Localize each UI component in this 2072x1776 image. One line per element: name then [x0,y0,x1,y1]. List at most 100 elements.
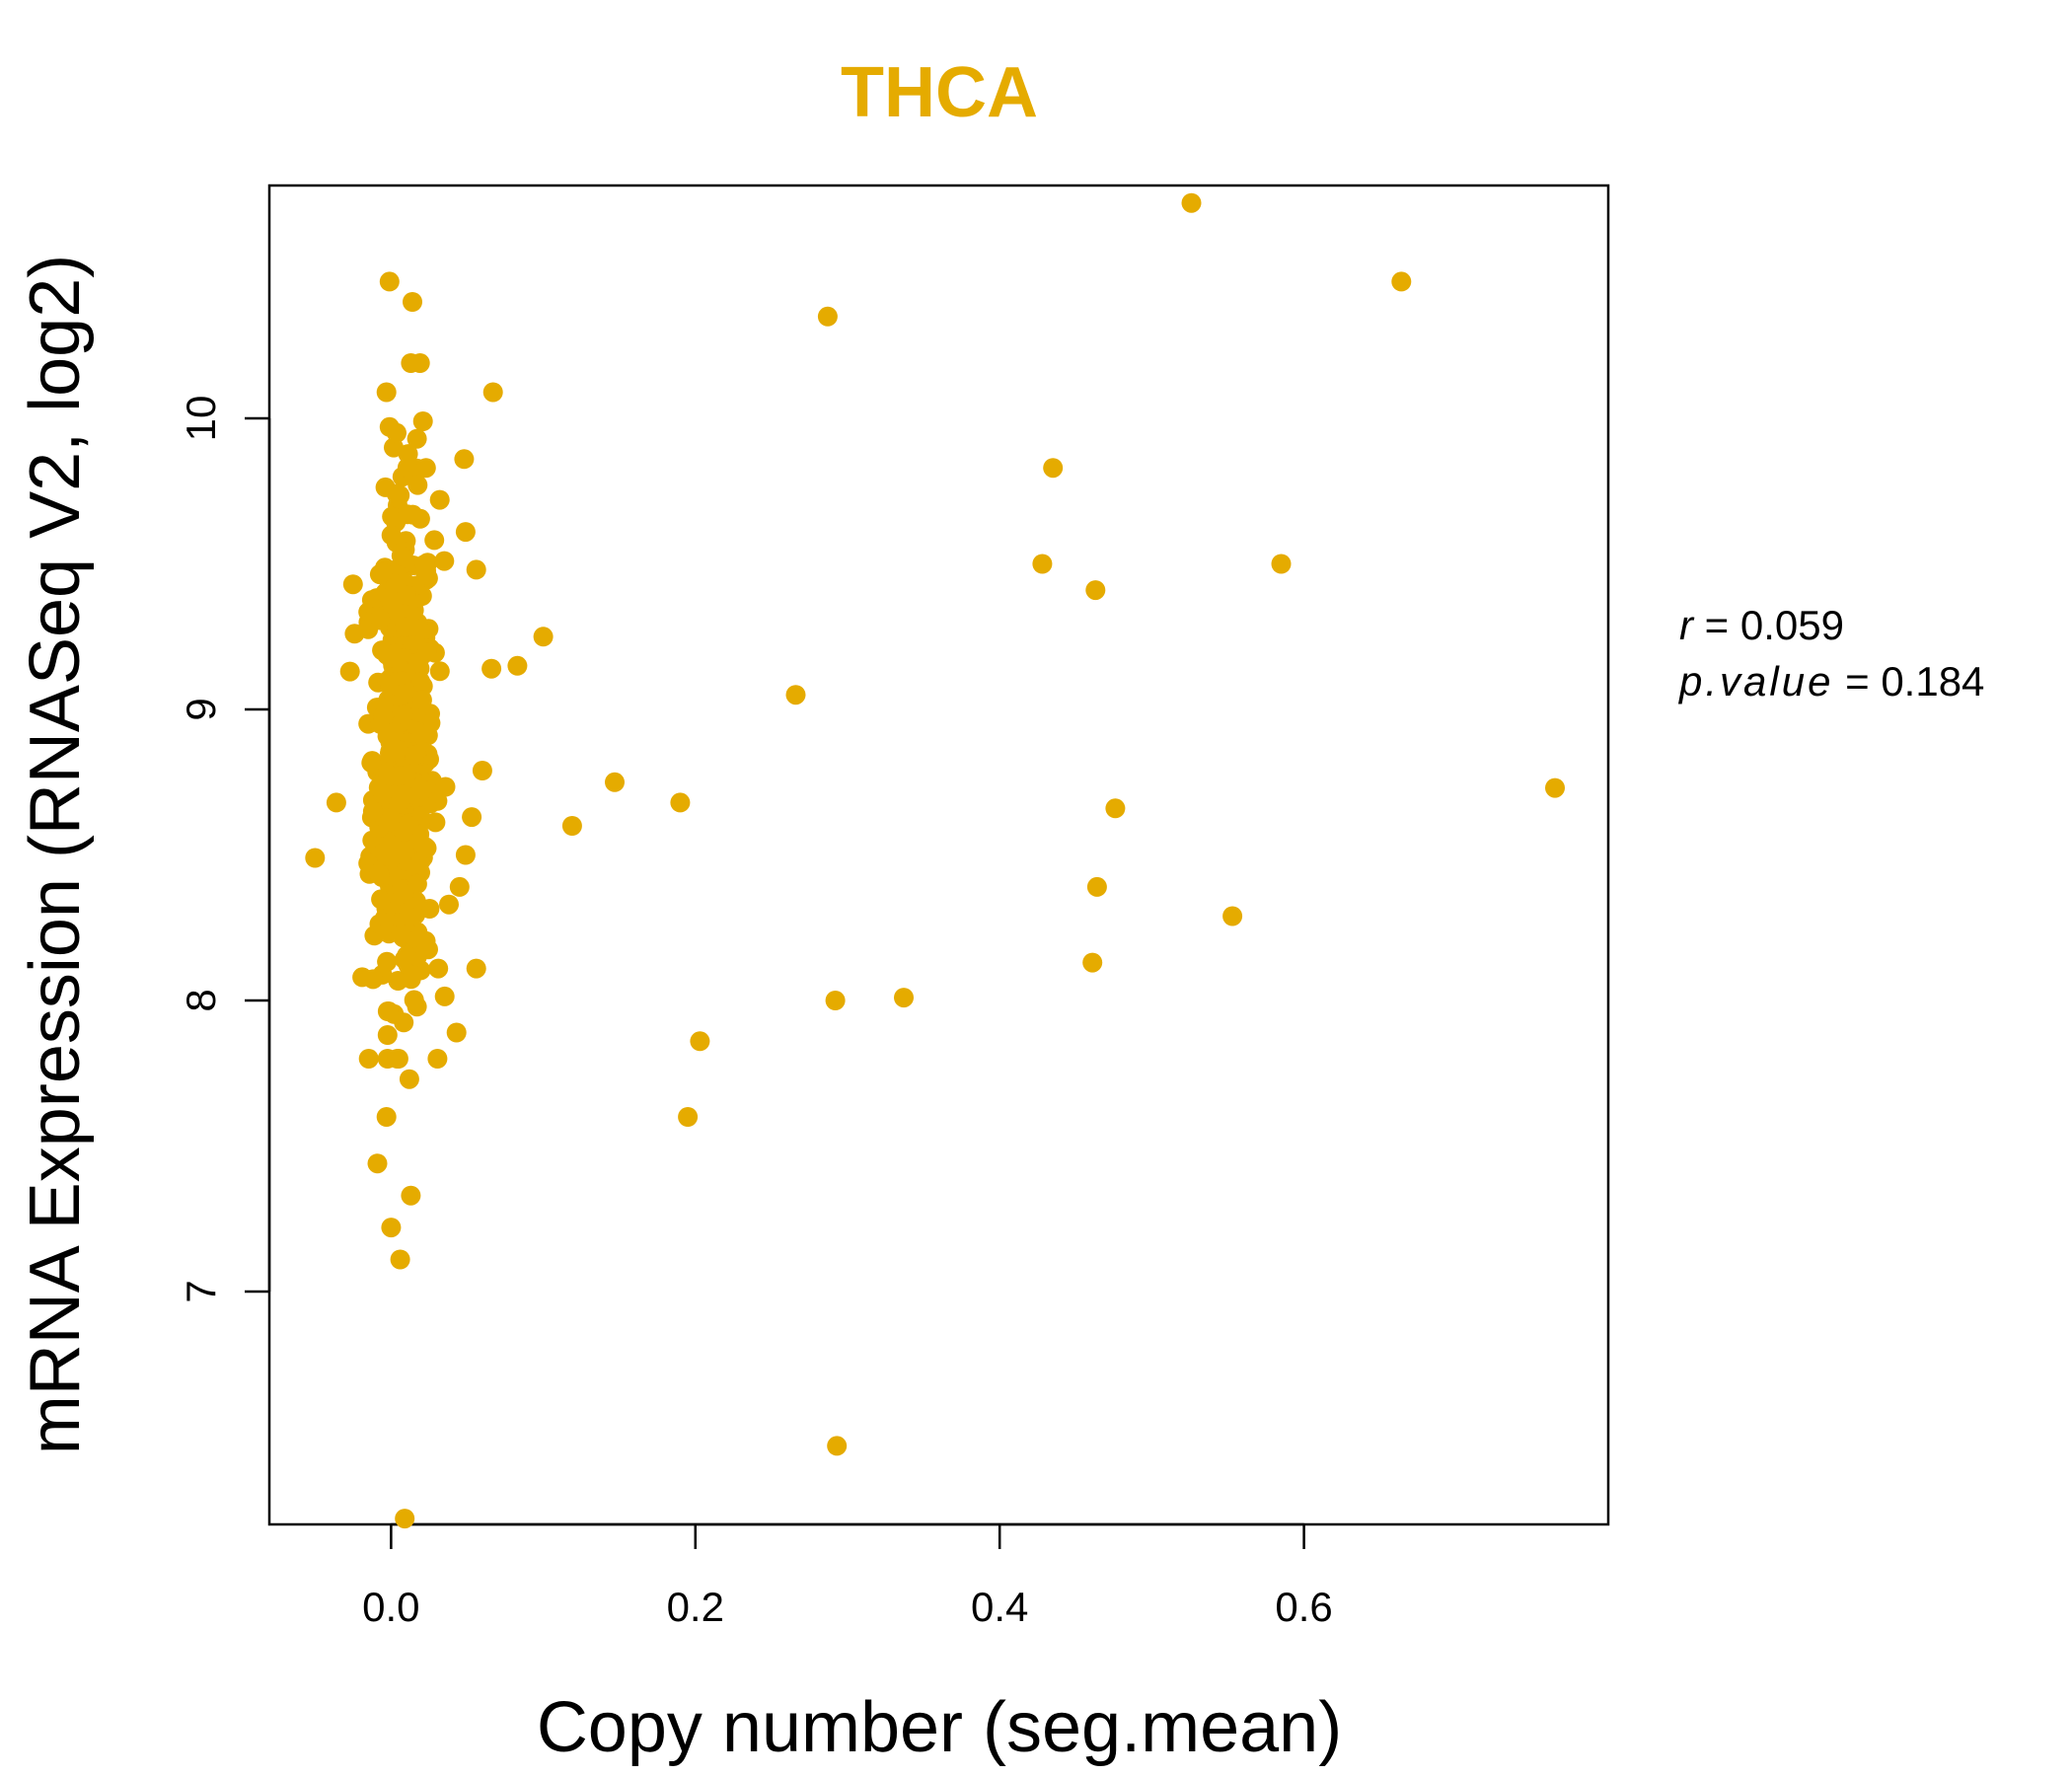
cluster-point [391,924,411,944]
data-point [434,551,455,571]
data-point [1082,952,1103,973]
data-point [407,428,427,449]
data-point [605,772,625,792]
data-point [415,458,436,479]
cluster-point [396,585,416,605]
data-point [1043,458,1064,479]
cluster-point [382,647,403,668]
data-point [1545,777,1565,798]
r-equals: = [1705,602,1740,648]
data-point [825,991,846,1010]
x-tick-label: 0.0 [362,1584,419,1630]
cluster-point [378,811,399,832]
chart-title: THCA [841,53,1038,132]
cluster-point [427,1049,448,1069]
r-stat: r = 0.059 [1679,602,1844,648]
p-value: 0.184 [1881,658,1984,704]
data-point [690,1031,710,1052]
p-stat: p.value = 0.184 [1677,658,1984,704]
cluster-point [424,530,445,551]
cluster-point [384,722,405,743]
data-point [827,1436,848,1456]
data-point [428,958,449,979]
cluster-point [381,525,402,546]
cluster-point [429,661,450,682]
y-tick-label: 8 [178,989,224,1011]
cluster-point [405,745,425,766]
cluster-point [369,864,390,884]
cluster-point [387,1049,407,1069]
p-equals: = [1845,658,1881,704]
cluster-point [377,951,398,972]
cluster-point [394,883,414,904]
data-point [670,792,691,813]
data-point [439,894,459,915]
data-point [1181,192,1202,213]
data-points [305,192,1565,1529]
data-point [401,353,421,373]
p-label: p.value [1677,658,1833,704]
data-point [785,685,806,705]
cluster-point [401,969,421,990]
cluster-point [394,836,414,856]
data-point [367,1153,388,1174]
data-point [379,416,400,437]
cluster-point [407,652,428,673]
data-point [472,761,492,780]
cluster-point [378,1001,399,1021]
cluster-point [394,1012,414,1033]
data-point [507,655,528,676]
x-axis: 0.0 0.2 0.4 0.6 [362,1522,1333,1630]
cluster-point [379,765,400,785]
cluster-point [411,690,432,710]
data-point [446,1022,467,1043]
cluster-point [394,684,414,704]
data-point [376,1107,397,1127]
data-point [339,661,360,682]
data-point [482,382,503,403]
cluster-point [393,704,413,725]
data-point [362,801,383,822]
cluster-point [373,705,394,726]
cluster-point [434,986,455,1006]
cluster-point [412,779,433,800]
data-point [817,306,838,327]
data-point [429,489,450,510]
y-tick-label: 9 [178,698,224,720]
cluster-point [391,784,411,805]
cluster-point [425,812,446,833]
x-tick-label: 0.4 [971,1584,1028,1630]
data-point [449,876,470,897]
cluster-point [406,858,426,879]
data-point [455,845,476,865]
data-point [1105,798,1126,819]
cluster-point [415,930,436,951]
y-axis: 7 8 9 10 [178,396,271,1303]
data-point [462,807,482,828]
cluster-point [391,546,411,566]
data-point [381,1218,402,1238]
data-point [379,271,400,292]
correlation-stats: r = 0.059 p.value = 0.184 [1677,602,1984,704]
data-point [1222,906,1243,926]
cluster-point [379,834,400,854]
data-point [454,449,475,470]
data-point [399,1069,419,1089]
cluster-point [407,475,428,495]
data-point [678,1107,699,1127]
r-label: r [1679,602,1695,648]
cluster-point [361,753,382,774]
data-point [533,627,554,647]
y-axis-label: mRNA Expression (RNASeq V2, log2) [16,255,95,1454]
data-point [466,559,486,580]
x-tick-label: 0.2 [667,1584,724,1630]
cluster-point [414,555,435,574]
cluster-point [398,444,418,465]
x-tick-label: 0.6 [1275,1584,1332,1630]
cluster-point [358,1049,379,1069]
cluster-point [386,483,407,504]
data-point [401,1185,421,1206]
cluster-point [377,1025,398,1045]
cluster-point [399,815,419,836]
